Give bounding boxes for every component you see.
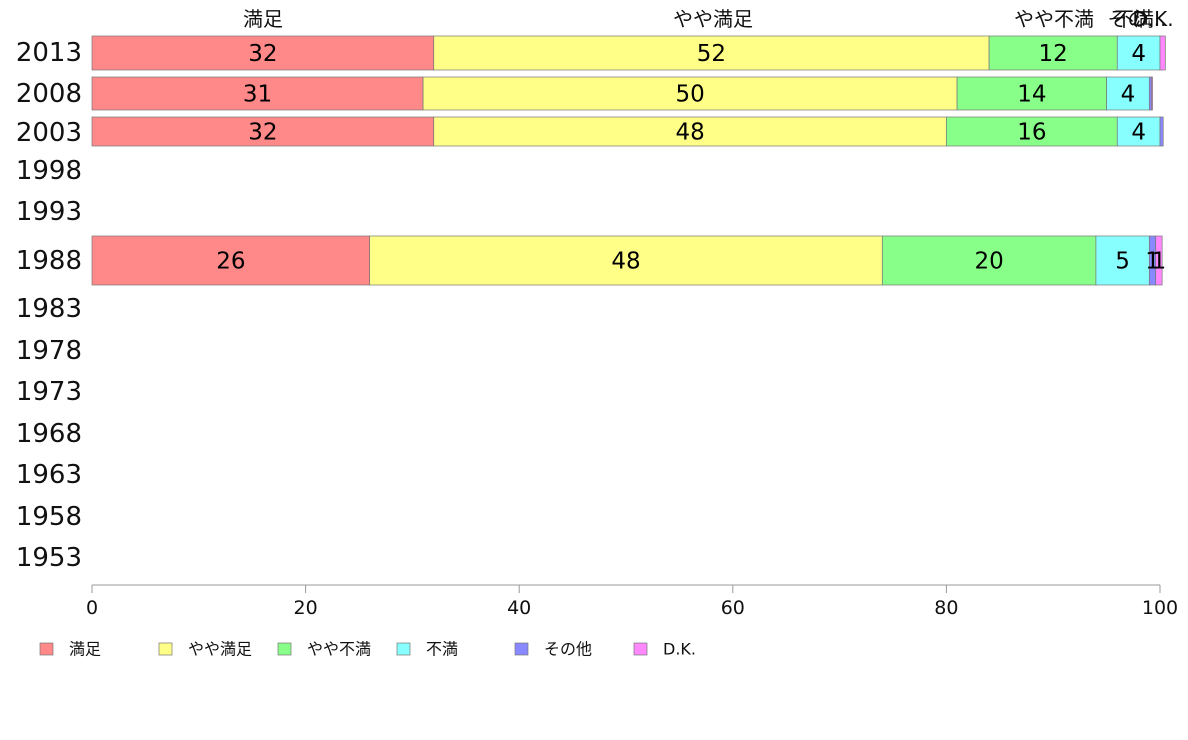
legend-item: D.K.	[633, 640, 696, 659]
legend-item: 満足	[39, 640, 101, 659]
bar-segment	[956, 76, 1107, 111]
legend-swatch	[39, 642, 54, 656]
bar-row: 31 50 14 4	[91, 76, 1153, 111]
year-label: 2008	[16, 79, 82, 109]
legend-item: やや満足	[158, 640, 252, 659]
data-label: 4	[1121, 82, 1136, 108]
bar-segment	[1116, 116, 1161, 147]
bar-segment	[1116, 35, 1161, 71]
data-label: 4	[1131, 41, 1146, 67]
x-tick-label: 60	[721, 597, 745, 619]
data-label: 5	[1115, 249, 1130, 275]
bar-segment	[369, 235, 883, 286]
bar-segment	[91, 35, 435, 71]
legend-swatch	[514, 642, 529, 656]
year-label: 1998	[16, 156, 82, 186]
legend-label: やや満足	[188, 640, 252, 659]
x-tick-label: 0	[86, 597, 98, 619]
bar-segment	[946, 116, 1118, 147]
legend: 満足 やや満足 やや不満 不満 その他 D.K.	[39, 640, 696, 659]
data-label: 14	[1017, 82, 1046, 108]
year-label: 1973	[16, 377, 82, 407]
x-tick-label: 100	[1142, 597, 1178, 619]
top-category-label: 不満	[1114, 7, 1154, 31]
bars-layer: 32 52 12 431 50 14 432 48 16 426 48 20 5 11	[91, 35, 1167, 286]
year-label: 1963	[16, 460, 82, 490]
data-label: 16	[1017, 120, 1046, 146]
bar-row: 32 48 16 4	[91, 116, 1164, 147]
top-category-label: その...	[1107, 7, 1166, 31]
data-label: 52	[697, 41, 726, 67]
legend-swatch	[277, 642, 292, 656]
top-category-label: 満足	[243, 7, 283, 31]
year-label: 1978	[16, 336, 82, 366]
year-label: 1953	[16, 543, 82, 573]
legend-label: 満足	[69, 640, 101, 659]
year-label: 1958	[16, 502, 82, 532]
bar-segment	[1151, 76, 1153, 111]
bar-segment	[1159, 116, 1164, 147]
data-label: 1	[1152, 249, 1167, 275]
bar-segment	[1159, 35, 1166, 71]
x-tick-label: 40	[507, 597, 531, 619]
data-label: 26	[216, 249, 245, 275]
bar-segment	[422, 76, 958, 111]
x-tick-label: 20	[294, 597, 318, 619]
bar-segment	[1095, 235, 1150, 286]
year-label: 2013	[16, 38, 82, 68]
legend-label: D.K.	[663, 640, 696, 659]
data-label: 32	[248, 120, 277, 146]
data-label: 50	[675, 82, 704, 108]
year-label: 1968	[16, 419, 82, 449]
bar-segment	[881, 235, 1097, 286]
legend-item: 不満	[396, 640, 458, 659]
data-label: 12	[1039, 41, 1068, 67]
bar-row: 32 52 12 4	[91, 35, 1166, 71]
x-axis: 0 20 40 60 80 100	[86, 584, 1178, 619]
legend-swatch	[396, 642, 411, 656]
legend-label: 不満	[426, 640, 458, 659]
year-label: 1983	[16, 294, 82, 324]
legend-item: やや不満	[277, 640, 371, 659]
top-category-label: D.K.	[1132, 7, 1173, 31]
legend-item: その他	[514, 640, 592, 659]
legend-swatch	[158, 642, 173, 656]
year-label: 1988	[16, 246, 82, 276]
year-label: 2003	[16, 118, 82, 148]
year-axis-labels: 2013 2008 2003 1998 1993 1988 1983 1978 1973 1968…	[16, 38, 82, 573]
bar-segment	[91, 235, 371, 286]
legend-label: やや不満	[307, 640, 371, 659]
data-label: 48	[675, 120, 704, 146]
top-category-label: やや不満	[1014, 7, 1094, 31]
bar-segment	[1106, 76, 1150, 111]
bar-segment	[1155, 235, 1163, 286]
x-tick-label: 80	[934, 597, 958, 619]
data-label: 20	[974, 249, 1003, 275]
legend-label: その他	[544, 640, 592, 659]
legend-swatch	[633, 642, 648, 656]
bar-segment	[91, 76, 424, 111]
bar-segment	[433, 116, 947, 147]
bar-row: 26 48 20 5 11	[91, 235, 1167, 286]
year-label: 1993	[16, 197, 82, 227]
data-label: 31	[243, 82, 272, 108]
data-label: 48	[611, 249, 640, 275]
data-label: 4	[1131, 120, 1146, 146]
data-label: 32	[248, 41, 277, 67]
top-category-label: やや満足	[673, 7, 753, 31]
